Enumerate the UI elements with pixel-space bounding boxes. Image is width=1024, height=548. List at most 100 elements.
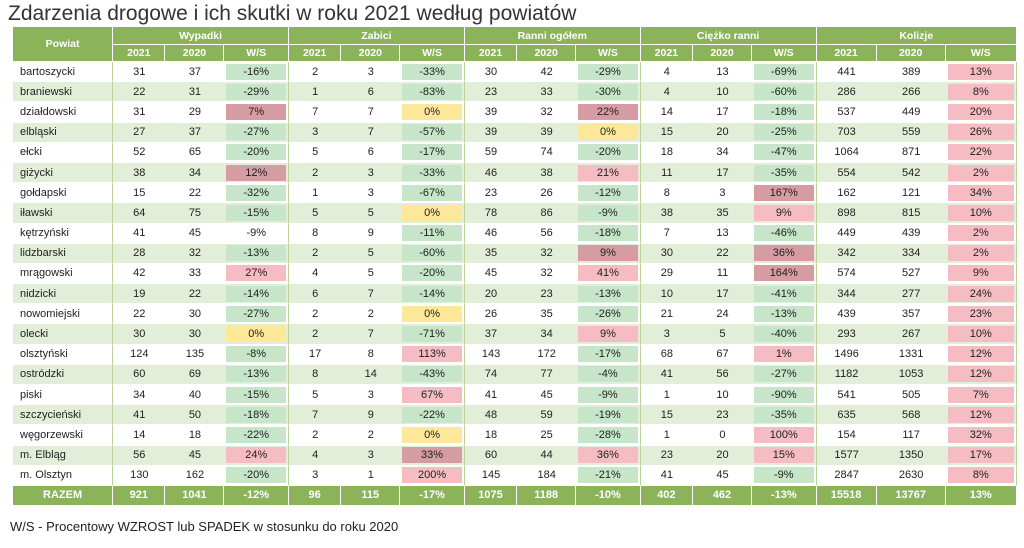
value-2021: 22	[113, 82, 166, 103]
change-cell: -20%	[224, 142, 289, 163]
value-2020: 389	[876, 62, 946, 83]
change-cell: -9%	[224, 223, 289, 244]
change-cell: -35%	[751, 162, 817, 184]
change-value: -46%	[753, 225, 814, 242]
change-cell: -69%	[751, 62, 817, 83]
change-cell: -71%	[400, 324, 465, 345]
powiat-name: lidzbarski	[13, 243, 114, 264]
value-2021: 28	[113, 243, 166, 264]
value-2021: 60	[464, 445, 518, 466]
table-row: giżycki 38 34 12% 2 3 -33% 46 38 21% 11 17 -35% 554 54…	[13, 162, 1017, 184]
value-2021: 42	[113, 263, 166, 285]
value-2021: 19	[113, 284, 166, 305]
value-2020: 22	[165, 284, 225, 305]
value-2020: 24	[693, 304, 752, 325]
value-2020: 9	[341, 405, 401, 426]
value-2021: 7	[289, 405, 342, 426]
value-2020: 871	[876, 142, 946, 163]
change-cell: -9%	[576, 385, 641, 406]
group-header-zabici: Zabici	[289, 27, 465, 45]
value-2021: 293	[816, 324, 877, 345]
table-row: elbląski 27 37 -27% 3 7 -57% 39 39 0% 15 20 -25% 703 5…	[13, 122, 1017, 143]
change-value: -13%	[226, 245, 286, 262]
value-2020: 33	[517, 82, 577, 103]
value-2021: 2	[289, 62, 342, 83]
change-cell: -9%	[576, 203, 641, 224]
value-2021: 46	[464, 223, 518, 244]
value-2020: 30	[165, 324, 225, 345]
value-2020: 266	[876, 82, 946, 103]
change-value: -69%	[753, 63, 814, 80]
change-cell: 0%	[576, 122, 641, 143]
value-2021: 14	[113, 425, 166, 446]
value-2020: 74	[517, 142, 577, 163]
subheader-ws: W/S	[224, 45, 289, 62]
value-2021: 29	[640, 263, 693, 285]
powiat-name: braniewski	[13, 82, 114, 103]
change-value: -40%	[753, 326, 814, 343]
total-2021: 402	[640, 485, 693, 505]
change-value: 36%	[753, 245, 814, 262]
subheader-ws: W/S	[945, 45, 1017, 62]
value-2021: 41	[640, 465, 693, 486]
change-cell: -90%	[751, 385, 817, 406]
subheader-2021: 2021	[640, 45, 693, 62]
change-value: 0%	[226, 326, 286, 343]
value-2020: 17	[693, 284, 752, 305]
value-2020: 184	[517, 465, 577, 486]
value-2021: 68	[640, 344, 693, 365]
change-cell: 2%	[945, 243, 1017, 264]
change-value: -35%	[753, 164, 814, 181]
value-2021: 38	[640, 203, 693, 224]
value-2020: 20	[693, 445, 752, 466]
value-2020: 3	[693, 183, 752, 204]
value-2020: 2	[341, 425, 401, 446]
change-cell: 200%	[400, 465, 465, 486]
table-row: braniewski 22 31 -29% 1 6 -83% 23 33 -30% 4 10 -60% 2…	[13, 82, 1017, 103]
total-2020: 1041	[165, 485, 225, 505]
value-2021: 3	[289, 465, 342, 486]
total-change: 13%	[945, 485, 1017, 505]
change-cell: -4%	[576, 364, 641, 385]
subheader-2020: 2020	[517, 45, 577, 62]
change-cell: 41%	[576, 263, 641, 285]
change-cell: -27%	[751, 364, 817, 385]
value-2021: 74	[464, 364, 518, 385]
change-value: 24%	[226, 447, 286, 464]
value-2020: 267	[876, 324, 946, 345]
change-value: 8%	[947, 467, 1014, 484]
change-cell: 12%	[945, 405, 1017, 426]
value-2020: 7	[341, 102, 401, 123]
value-2020: 37	[165, 122, 225, 143]
change-value: -28%	[578, 426, 638, 443]
subheader-2021: 2021	[113, 45, 166, 62]
value-2020: 1053	[876, 364, 946, 385]
change-value: 0%	[402, 305, 462, 322]
value-2020: 277	[876, 284, 946, 305]
table-row: m. Olsztyn 130 162 -20% 3 1 200% 145 184 -21% 41 45…	[13, 465, 1017, 486]
change-value: -12%	[578, 184, 638, 201]
change-value: 23%	[947, 305, 1014, 322]
value-2020: 23	[517, 284, 577, 305]
change-cell: -22%	[224, 425, 289, 446]
value-2020: 527	[876, 263, 946, 285]
change-cell: -13%	[576, 284, 641, 305]
total-2020: 115	[341, 485, 401, 505]
value-2020: 67	[693, 344, 752, 365]
change-cell: 0%	[224, 324, 289, 345]
change-value: -60%	[402, 245, 462, 262]
table-row: nidzicki 19 22 -14% 6 7 -14% 20 23 -13% 10 17 -41% 34…	[13, 284, 1017, 305]
change-value: 12%	[226, 164, 286, 181]
change-cell: 113%	[400, 344, 465, 365]
value-2021: 574	[816, 263, 877, 285]
change-cell: 34%	[945, 183, 1017, 204]
value-2021: 37	[464, 324, 518, 345]
value-2020: 559	[876, 122, 946, 143]
value-2021: 4	[289, 445, 342, 466]
value-2020: 50	[165, 405, 225, 426]
value-2020: 0	[693, 425, 752, 446]
change-value: -13%	[753, 305, 814, 322]
change-value: 67%	[402, 386, 462, 403]
value-2021: 26	[464, 304, 518, 325]
value-2020: 40	[165, 385, 225, 406]
